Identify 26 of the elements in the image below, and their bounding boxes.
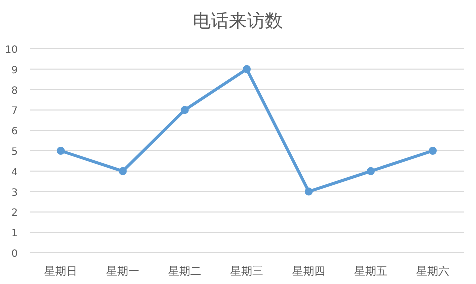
y-tick-label: 8 [12,86,18,97]
y-tick-label: 2 [12,208,18,220]
y-tick-label: 10 [5,45,18,56]
point [243,65,251,74]
x-tick-label: 星期一 [106,265,140,278]
x-tick-label: 星期日 [44,265,78,278]
point [429,147,437,155]
y-tick-label: 1 [12,228,18,240]
x-tick-label: 星期三 [230,265,264,278]
point [305,188,313,196]
x-tick-label: 星期二 [168,265,202,278]
y-tick-label: 9 [12,65,18,76]
x-tick-label: 星期四 [292,265,326,278]
point [119,167,127,176]
x-tick-label: 星期六 [416,265,450,278]
chart-title: 电话来访数 [193,11,283,32]
y-tick-label: 6 [12,126,18,138]
x-tick-label: 星期五 [354,265,388,278]
point [367,167,375,176]
point [57,147,65,155]
y-tick-label: 3 [12,188,18,199]
y-tick-label: 0 [12,249,18,260]
y-tick-label: 7 [12,106,18,118]
y-tick-label: 5 [12,147,18,158]
y-tick-label: 4 [12,167,18,178]
point [181,106,189,114]
